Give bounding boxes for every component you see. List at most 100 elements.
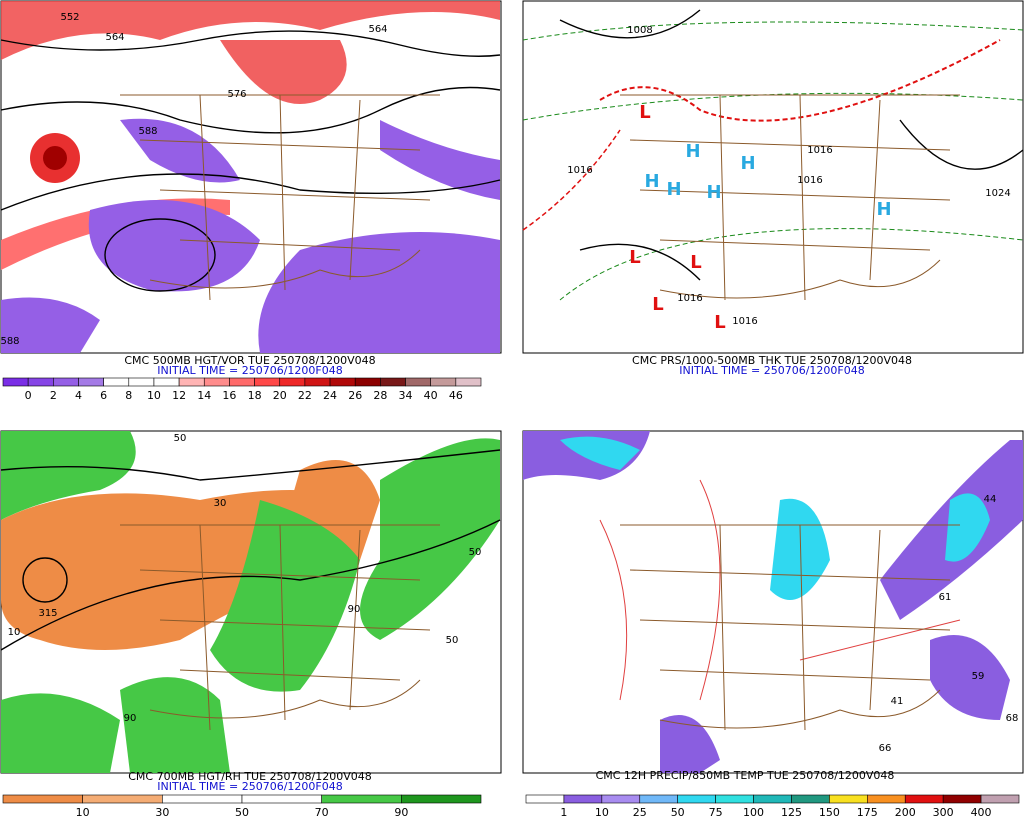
- colorbar-swatch: [904, 794, 944, 804]
- panel-title: CMC PRS/1000-500MB THK TUE 250708/1200V0…: [632, 354, 912, 367]
- colorbar-swatch: [601, 794, 641, 804]
- map-label: L: [639, 102, 650, 123]
- colorbar-label: 46: [449, 389, 463, 402]
- map-label: 552: [60, 12, 79, 23]
- colorbar-label: 24: [323, 389, 337, 402]
- map-label: 50: [174, 433, 187, 444]
- colorbar-swatch: [203, 377, 230, 387]
- colorbar-swatch: [241, 794, 322, 804]
- map-label: 588: [138, 126, 157, 137]
- colorbar-swatch: [128, 377, 155, 387]
- colorbar-swatch: [980, 794, 1020, 804]
- map-label: 315: [38, 608, 57, 619]
- map-label: 66: [879, 743, 892, 754]
- colorbar-swatch: [829, 794, 868, 804]
- map-label: 61: [939, 592, 952, 603]
- map-label: 1008: [627, 25, 652, 36]
- map-label: 41: [891, 696, 904, 707]
- colorbar-swatch: [791, 794, 830, 804]
- colorbar-swatch: [229, 377, 255, 387]
- colorbar-swatch: [153, 377, 180, 387]
- colorbar-label: 34: [399, 389, 413, 402]
- map-label: 90: [348, 604, 361, 615]
- map-label: 30: [214, 498, 227, 509]
- colorbar-label: 10: [147, 389, 161, 402]
- map-label: H: [876, 199, 891, 220]
- colorbar-swatch: [279, 377, 306, 387]
- map-label: L: [629, 247, 640, 268]
- colorbar-swatch: [103, 377, 130, 387]
- colorbar-swatch: [321, 794, 402, 804]
- initial-time: INITIAL TIME = 250706/1200F048: [679, 364, 864, 377]
- colorbar-label: 0: [25, 389, 32, 402]
- colorbar-swatch: [2, 794, 83, 804]
- colorbar-swatch: [78, 377, 104, 387]
- colorbar-swatch: [401, 794, 482, 804]
- colorbar-label: 25: [633, 806, 647, 819]
- colorbar-label: 125: [781, 806, 802, 819]
- map-label: L: [714, 312, 725, 333]
- colorbar-label: 1: [560, 806, 567, 819]
- map-label: 44: [984, 494, 997, 505]
- colorbar-swatch: [525, 794, 565, 804]
- panel-title: CMC 500MB HGT/VOR TUE 250708/1200V048: [124, 354, 375, 367]
- map-pressure: [522, 0, 1024, 354]
- colorbar-label: 12: [172, 389, 186, 402]
- map-700mb: [0, 430, 502, 774]
- colorbar-swatch: [254, 377, 281, 387]
- colorbar-swatch: [455, 377, 482, 387]
- map-label: 50: [446, 635, 459, 646]
- colorbar-swatch: [2, 377, 29, 387]
- colorbar-label: 50: [671, 806, 685, 819]
- colorbar-label: 20: [273, 389, 287, 402]
- colorbar-swatch: [677, 794, 716, 804]
- colorbar-label: 300: [933, 806, 954, 819]
- colorbar-label: 16: [222, 389, 236, 402]
- map-label: L: [690, 252, 701, 273]
- map-label: 1024: [985, 188, 1010, 199]
- colorbar-label: 90: [394, 806, 408, 819]
- colorbar-label: 22: [298, 389, 312, 402]
- map-label: 59: [972, 671, 985, 682]
- map-label: H: [644, 171, 659, 192]
- map-label: 90: [124, 713, 137, 724]
- colorbar-swatch: [639, 794, 678, 804]
- initial-time: INITIAL TIME = 250706/1200F048: [157, 364, 342, 377]
- colorbar-label: 2: [50, 389, 57, 402]
- colorbar-label: 40: [424, 389, 438, 402]
- colorbar-label: 26: [348, 389, 362, 402]
- colorbar-label: 50: [235, 806, 249, 819]
- colorbar-swatch: [304, 377, 331, 387]
- map-label: 1016: [567, 165, 592, 176]
- initial-time: INITIAL TIME = 250706/1200F048: [157, 780, 342, 793]
- colorbar-swatch: [753, 794, 792, 804]
- colorbar-swatch: [942, 794, 982, 804]
- colorbar-swatch: [53, 377, 79, 387]
- colorbar-label: 18: [248, 389, 262, 402]
- colorbar-swatch: [867, 794, 906, 804]
- map-500mb: [0, 0, 502, 354]
- colorbar-label: 4: [75, 389, 82, 402]
- panel-title: CMC 12H PRECIP/850MB TEMP TUE 250708/120…: [596, 769, 895, 782]
- colorbar-label: 14: [197, 389, 211, 402]
- colorbar-swatch: [354, 377, 381, 387]
- map-label: 564: [368, 24, 387, 35]
- map-label: 1016: [732, 316, 757, 327]
- colorbar-label: 70: [315, 806, 329, 819]
- map-label: H: [706, 182, 721, 203]
- map-precip: [522, 430, 1024, 774]
- map-label: H: [740, 153, 755, 174]
- colorbar-label: 6: [100, 389, 107, 402]
- colorbar-swatch: [715, 794, 754, 804]
- colorbar-swatch: [380, 377, 406, 387]
- colorbar-label: 30: [155, 806, 169, 819]
- map-label: 1016: [797, 175, 822, 186]
- colorbar-swatch: [162, 794, 243, 804]
- colorbar-label: 10: [595, 806, 609, 819]
- map-label: H: [666, 179, 681, 200]
- colorbar-label: 175: [857, 806, 878, 819]
- colorbar-swatch: [329, 377, 356, 387]
- colorbar-label: 8: [125, 389, 132, 402]
- map-label: L: [652, 294, 663, 315]
